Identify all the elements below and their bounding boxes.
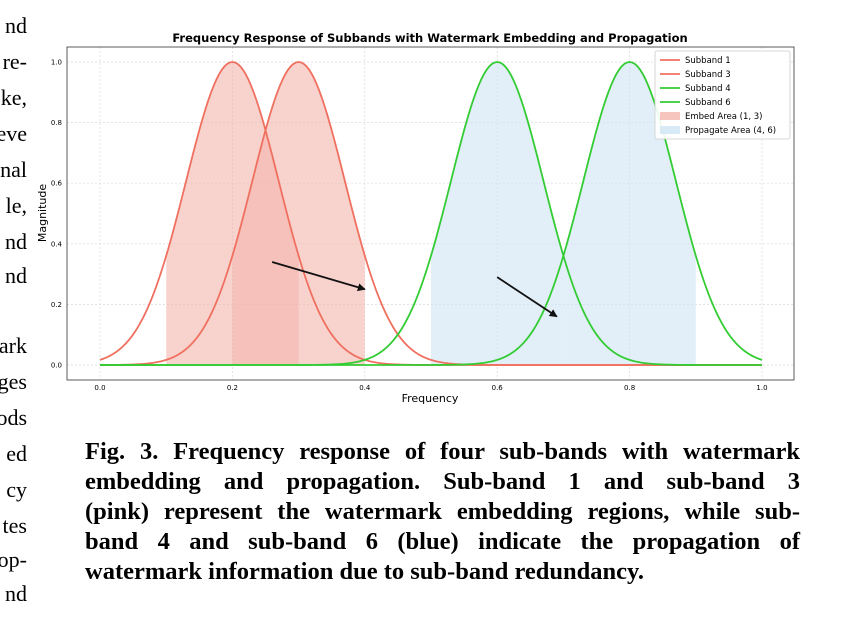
series-line-subband-3 — [99, 61, 762, 366]
legend-label: Subband 4 — [685, 84, 731, 94]
x-tick-label: 0.4 — [359, 384, 371, 392]
left-column-fragment: op- — [0, 547, 27, 572]
y-tick-label: 0.6 — [51, 180, 63, 188]
x-axis-label: Frequency — [402, 392, 459, 405]
caption-line: Fig. 3. Frequency response of four sub-b… — [85, 438, 800, 465]
legend-swatch — [660, 126, 680, 134]
y-tick-label: 1.0 — [51, 59, 62, 67]
y-axis-label: Magnitude — [36, 184, 49, 243]
series-line-subband-6 — [100, 61, 763, 366]
figure-caption: Fig. 3. Frequency response of four sub-b… — [85, 437, 800, 587]
propagate-area-fill — [431, 62, 564, 365]
left-column-fragment: nd — [5, 263, 27, 288]
frequency-response-chart: Frequency Response of Subbands with Wate… — [36, 31, 795, 405]
left-column-fragment: nal — [0, 157, 27, 182]
x-tick-label: 1.0 — [756, 384, 767, 392]
series-lines — [99, 61, 763, 366]
x-tick-label: 0.8 — [624, 384, 635, 392]
legend: Subband 1 Subband 3 Subband 4 Subband 6 Embe… — [654, 50, 791, 140]
embed-area-fill — [232, 62, 365, 365]
y-tick-label: 0.4 — [51, 240, 63, 248]
left-column-fragment: cy — [6, 477, 27, 502]
legend-label: Subband 1 — [685, 56, 731, 66]
legend-label: Subband 3 — [685, 70, 731, 80]
tick-labels: 0.0 0.2 0.4 0.6 0.8 1.0 0.0 0.2 0.4 0.6 0.8 1.0 — [51, 59, 768, 393]
legend-swatch — [660, 112, 680, 120]
left-column-fragment: nd — [5, 581, 27, 606]
legend-label: Subband 6 — [685, 98, 731, 108]
left-column-fragment: eve — [0, 121, 27, 146]
left-column-fragment: re- — [2, 49, 27, 74]
shaded-areas — [166, 62, 696, 365]
left-column-fragment: ods — [0, 405, 27, 430]
annotation-arrow — [496, 276, 558, 318]
x-tick-label: 0.2 — [227, 384, 238, 392]
annotation-arrow — [271, 261, 366, 292]
left-column-fragment: nd — [5, 13, 27, 38]
x-tick-label: 0.6 — [492, 384, 504, 392]
left-column-fragment: nd — [5, 229, 27, 254]
caption-line: band 4 and sub-band 6 (blue) indicate th… — [85, 528, 800, 555]
left-column-fragment: ark — [0, 333, 27, 358]
left-column-fragment: le, — [5, 193, 27, 218]
legend-label: Embed Area (1, 3) — [685, 112, 763, 122]
left-column-fragment: ed — [6, 441, 27, 466]
legend-label: Propagate Area (4, 6) — [685, 126, 776, 136]
figure: Frequency Response of Subbands with Wate… — [30, 25, 810, 415]
x-tick-label: 0.0 — [94, 384, 105, 392]
caption-line: embedding and propagation. Sub-band 1 an… — [85, 468, 800, 495]
annotation-arrows — [271, 261, 558, 318]
left-column-text: nd re-ke, eve nal le, nd nd ark ges ods ed cy tes op-… — [0, 0, 30, 618]
caption-line: watermark information due to sub-band re… — [85, 558, 645, 585]
y-tick-label: 0.0 — [51, 362, 62, 370]
legend-box — [654, 50, 791, 140]
left-column-fragment: ges — [0, 369, 27, 394]
y-tick-label: 0.2 — [51, 301, 62, 309]
chart-title: Frequency Response of Subbands with Wate… — [172, 31, 687, 45]
left-column-fragment: tes — [2, 513, 27, 538]
left-column-fragment: ke, — [0, 85, 27, 110]
caption-line: (pink) represent the watermark embedding… — [85, 498, 800, 525]
y-tick-label: 0.8 — [51, 119, 62, 127]
plot-frame — [66, 46, 795, 381]
